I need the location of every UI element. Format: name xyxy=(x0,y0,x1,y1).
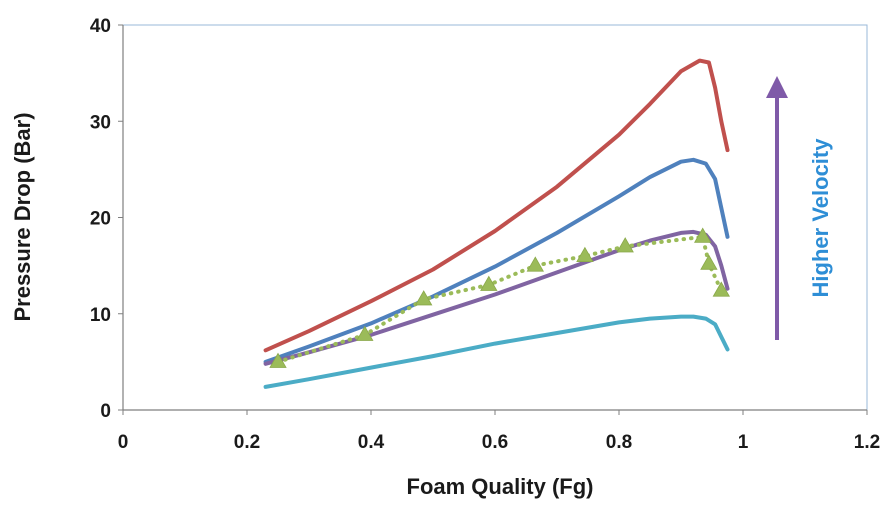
x-tick-label: 1.2 xyxy=(854,432,880,453)
series-line-4 xyxy=(263,314,730,389)
y-tick-label: 20 xyxy=(90,209,111,230)
y-tick-label: 0 xyxy=(100,401,111,422)
x-tick-label: 1 xyxy=(738,432,749,453)
data-point-triangle xyxy=(712,281,730,297)
y-tick-label: 10 xyxy=(90,305,111,326)
x-tick-label: 0.2 xyxy=(234,432,260,453)
series-line-1 xyxy=(263,58,730,353)
data-point-triangle xyxy=(616,237,634,253)
series-line-3 xyxy=(263,229,730,366)
x-tick-label: 0.8 xyxy=(606,432,632,453)
y-axis-title: Pressure Drop (Bar) xyxy=(10,112,35,321)
series-line-2 xyxy=(263,157,730,364)
x-tick-label: 0.4 xyxy=(358,432,385,453)
y-tick-label: 40 xyxy=(90,16,111,37)
velocity-arrowhead-icon xyxy=(766,76,788,98)
y-tick-label: 30 xyxy=(90,112,111,133)
series-layer xyxy=(263,58,730,389)
higher-velocity-label: Higher Velocity xyxy=(808,138,833,298)
plot-border xyxy=(122,24,868,411)
higher-velocity-annotation: Higher Velocity xyxy=(766,76,833,340)
data-point-triangle xyxy=(269,352,287,368)
x-tick-label: 0 xyxy=(118,432,129,453)
data-point-triangle xyxy=(415,290,433,306)
data-point-triangle xyxy=(576,246,594,263)
data-point-triangle xyxy=(700,254,718,270)
x-tick-label: 0.6 xyxy=(482,432,508,453)
data-point-triangle xyxy=(356,325,374,341)
data-point-triangle xyxy=(694,227,712,243)
data-point-triangle xyxy=(526,256,544,272)
plot-frame xyxy=(122,24,868,411)
y-tick-labels: 0 10 20 30 40 xyxy=(90,16,123,422)
series-line-5 xyxy=(276,234,724,364)
data-point-triangle xyxy=(480,275,498,291)
x-tick-labels: 0 0.2 0.4 0.6 0.8 1 1.2 xyxy=(118,410,880,453)
x-axis-title: Foam Quality (Fg) xyxy=(407,474,594,499)
